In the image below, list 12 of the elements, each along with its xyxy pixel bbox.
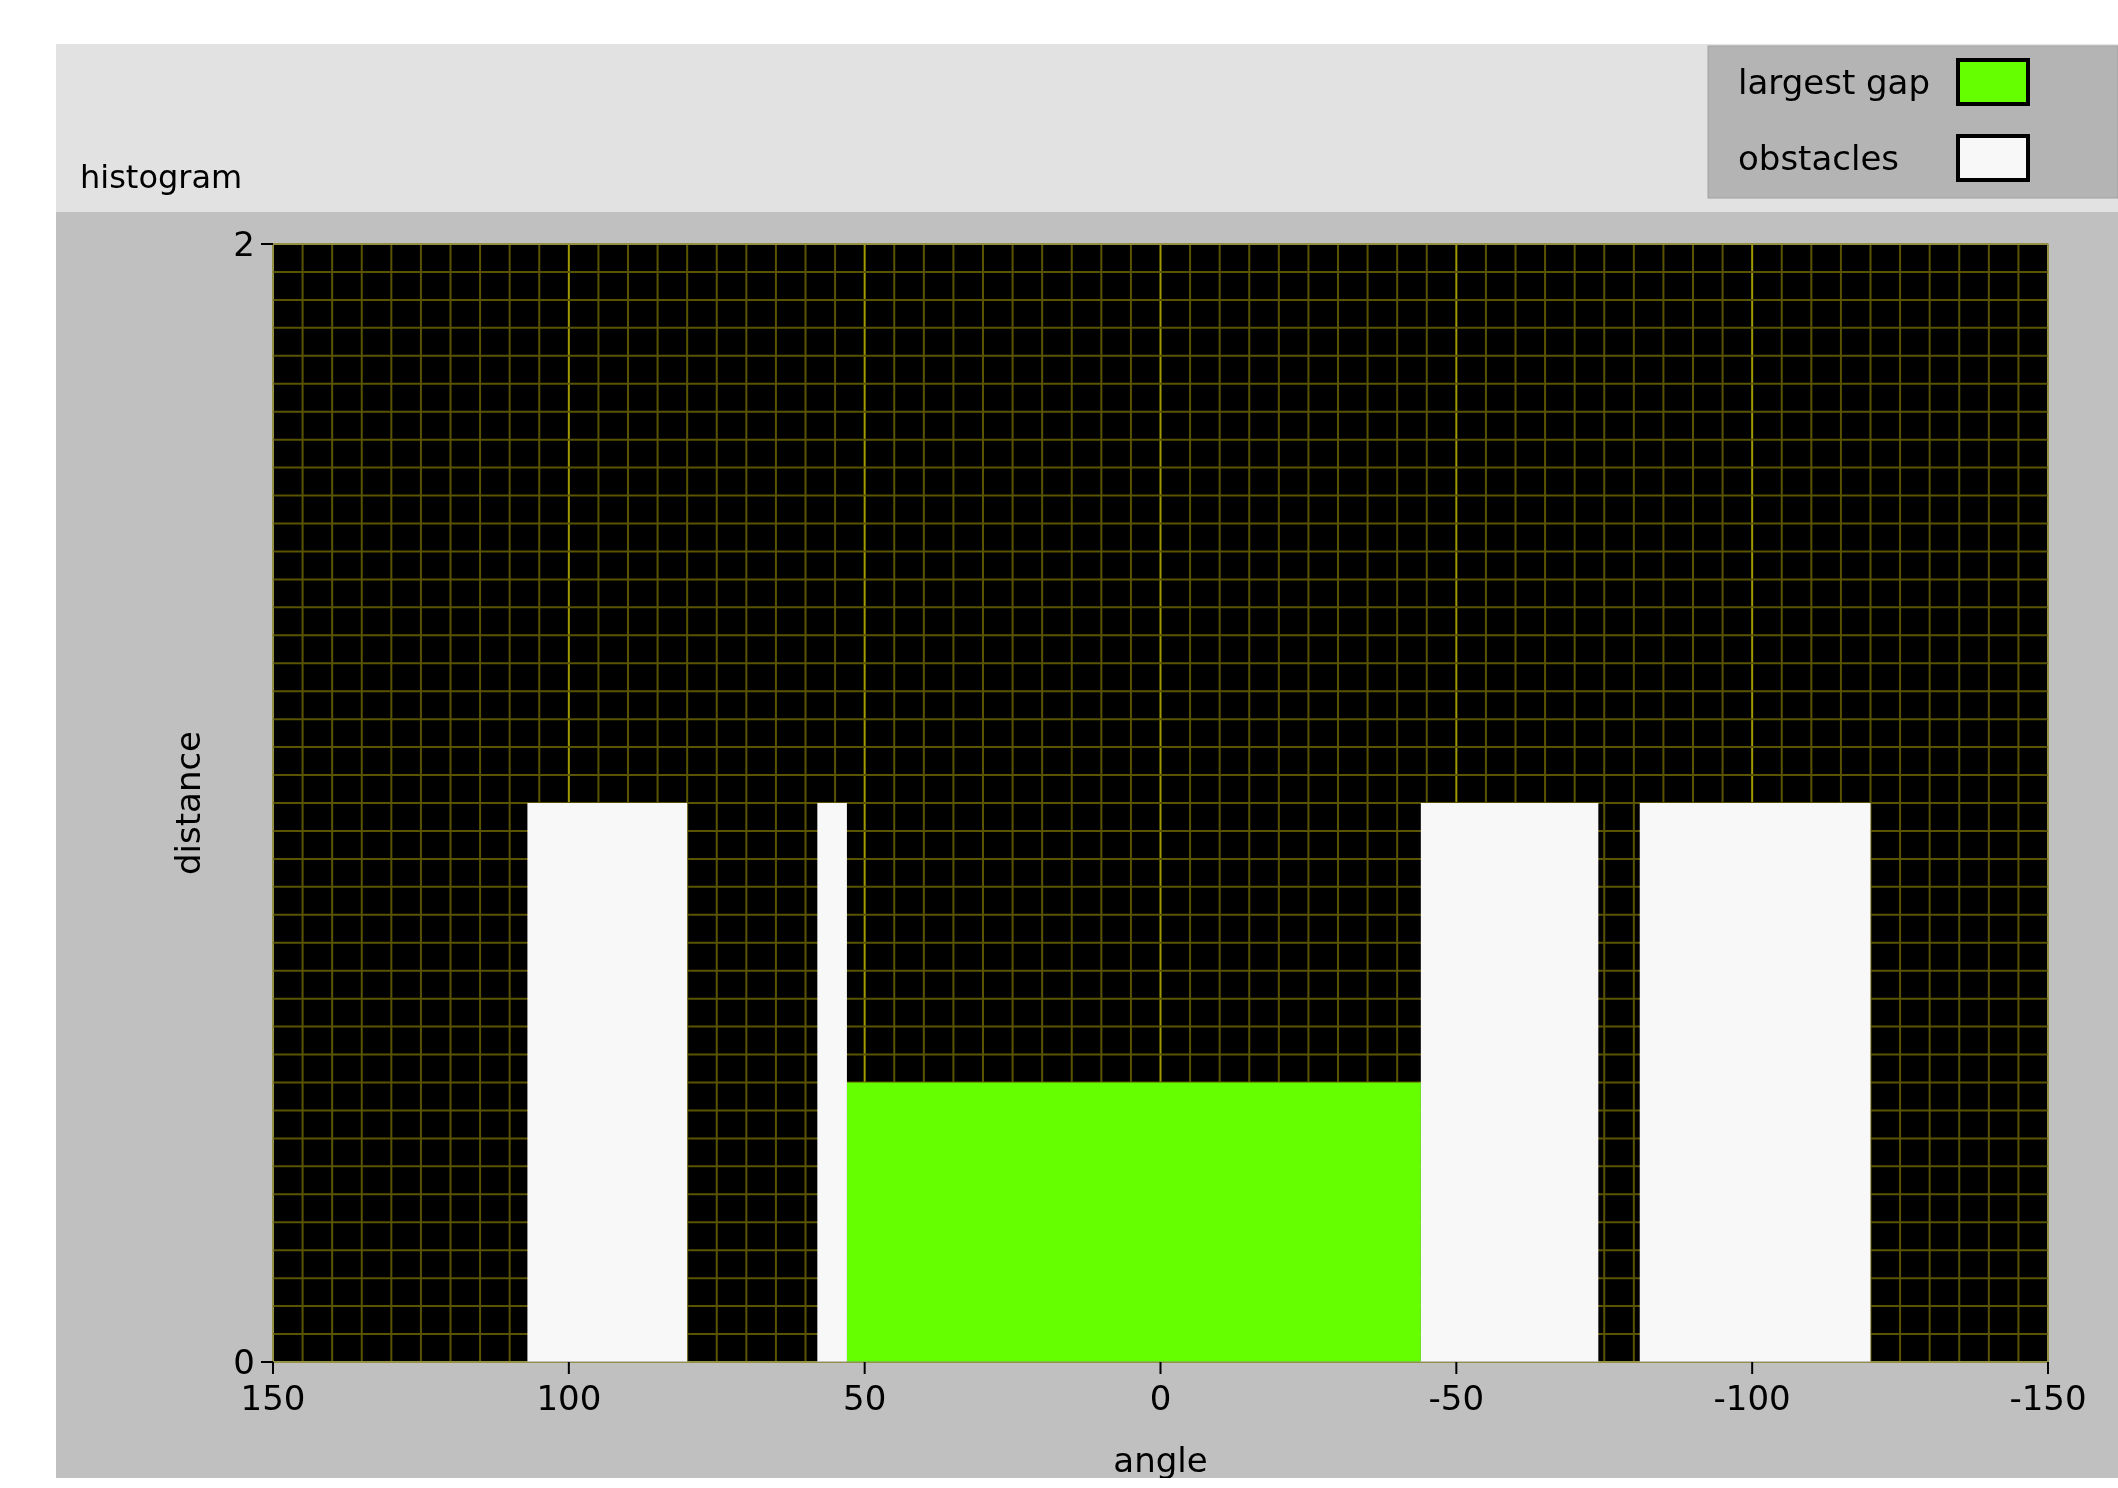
x-tick-label: 0 xyxy=(1149,1378,1172,1418)
chart-title: histogram xyxy=(80,158,243,196)
x-tick-label: -50 xyxy=(1428,1378,1485,1418)
y-tick-label: 2 xyxy=(233,224,255,264)
x-tick-label: -100 xyxy=(1713,1378,1791,1418)
legend-label: largest gap xyxy=(1738,62,1931,102)
y-axis-title: distance xyxy=(168,730,208,876)
x-tick-label: 150 xyxy=(240,1378,306,1418)
x-tick-label: -150 xyxy=(2009,1378,2087,1418)
x-tick-label: 100 xyxy=(536,1378,602,1418)
x-tick-label: 50 xyxy=(843,1378,887,1418)
legend-label: obstacles xyxy=(1738,138,1900,178)
